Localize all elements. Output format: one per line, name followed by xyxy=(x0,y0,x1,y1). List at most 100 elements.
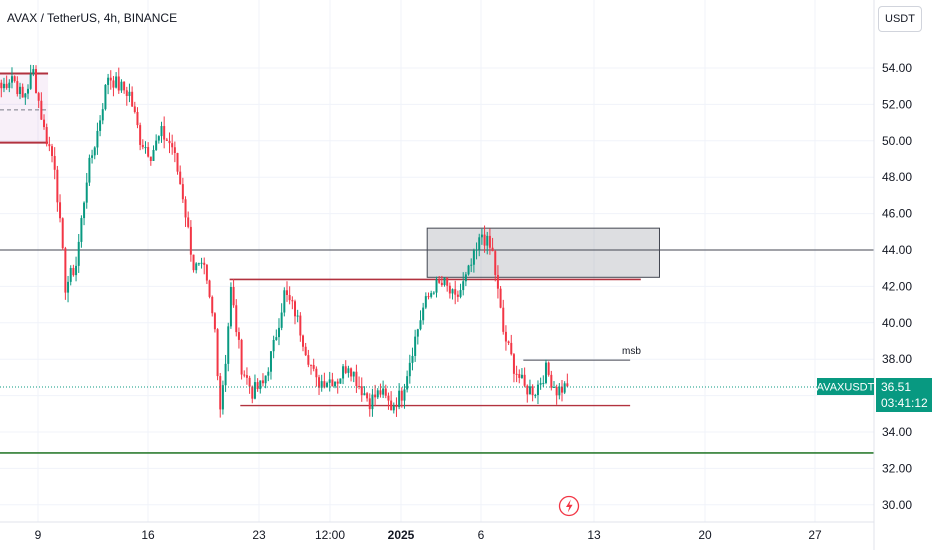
candle-body xyxy=(438,279,441,283)
candle-body xyxy=(285,290,288,295)
candle xyxy=(168,132,171,154)
candle xyxy=(352,371,355,383)
candle-body xyxy=(566,383,569,387)
candle xyxy=(35,65,38,94)
candle-body xyxy=(101,109,104,121)
candle-body xyxy=(0,82,3,89)
candle-body xyxy=(157,136,160,141)
candle-body xyxy=(237,332,240,340)
candle-body xyxy=(384,388,387,396)
candle xyxy=(323,372,326,389)
candle-body xyxy=(21,86,24,98)
candle-body xyxy=(93,147,96,156)
last-price-value: 36.51 xyxy=(881,380,911,394)
candle-body xyxy=(53,156,56,170)
candle-body xyxy=(163,126,166,140)
candle xyxy=(446,276,449,292)
candle xyxy=(419,310,422,331)
candle xyxy=(483,225,486,253)
candle xyxy=(566,373,569,388)
candle-body xyxy=(29,73,32,89)
candle xyxy=(120,79,123,93)
candle xyxy=(27,84,29,100)
candle-body xyxy=(387,395,390,401)
candle xyxy=(285,281,288,302)
candle xyxy=(408,354,411,384)
candle-body xyxy=(454,289,457,295)
candle xyxy=(539,377,542,390)
candle xyxy=(243,370,246,378)
candle-body xyxy=(408,362,411,377)
candle-body xyxy=(75,265,78,276)
candle-body xyxy=(360,386,363,396)
candle-body xyxy=(253,382,256,399)
candle-body xyxy=(18,86,21,95)
candle xyxy=(251,385,254,404)
lightning-bolt-icon[interactable] xyxy=(558,495,580,517)
candle xyxy=(99,115,102,137)
candle xyxy=(280,303,283,331)
candle xyxy=(176,152,179,175)
x-tick-label: 9 xyxy=(35,528,42,542)
candle xyxy=(384,384,387,399)
candle xyxy=(472,248,475,273)
candle xyxy=(75,256,78,282)
candle-body xyxy=(510,342,513,355)
candle xyxy=(200,257,203,269)
candle xyxy=(80,215,83,248)
candle xyxy=(272,335,275,359)
candle-body xyxy=(109,77,112,81)
candle-body xyxy=(179,171,182,185)
candle-body xyxy=(416,329,419,337)
candle-body xyxy=(443,277,446,286)
candle-body xyxy=(294,301,296,317)
candle xyxy=(83,201,86,226)
candle-body xyxy=(173,147,176,154)
candle-body xyxy=(374,394,377,398)
candle-body xyxy=(160,126,163,137)
candle xyxy=(544,359,547,385)
candle xyxy=(245,367,248,385)
candle xyxy=(85,172,88,209)
candle xyxy=(550,370,553,391)
candle-body xyxy=(544,362,547,383)
currency-button[interactable]: USDT xyxy=(878,6,922,32)
candle-body xyxy=(8,82,11,88)
candle-body xyxy=(32,69,35,74)
candle-body xyxy=(336,381,339,384)
candle-body xyxy=(224,363,227,386)
candle-body xyxy=(448,285,451,294)
candle xyxy=(216,328,219,381)
candle xyxy=(406,370,409,393)
candle xyxy=(536,380,539,405)
candle xyxy=(208,279,211,299)
candle xyxy=(173,141,176,163)
y-tick-label: 40.00 xyxy=(882,316,912,330)
candle xyxy=(448,282,451,299)
candle-body xyxy=(133,106,136,112)
candle-body xyxy=(552,386,555,388)
candle-body xyxy=(107,77,110,85)
candle xyxy=(379,383,382,398)
candle-body xyxy=(512,354,515,374)
time-axis[interactable]: 9 16 23 12:00 2025 6 13 20 27 xyxy=(35,528,822,542)
candle-body xyxy=(291,300,294,302)
candle xyxy=(37,91,40,109)
candle xyxy=(155,134,158,151)
candle xyxy=(261,373,264,387)
candle xyxy=(374,384,377,407)
candle-body xyxy=(27,88,29,94)
candle-body xyxy=(187,217,190,227)
candle xyxy=(518,369,521,384)
candle xyxy=(101,103,104,125)
y-tick-label: 50.00 xyxy=(882,134,912,148)
candle xyxy=(376,388,379,400)
candle xyxy=(515,365,518,383)
candle xyxy=(171,134,174,155)
candle xyxy=(43,114,46,130)
candle xyxy=(195,262,198,274)
candle-body xyxy=(555,386,558,396)
x-tick-label: 2025 xyxy=(388,528,415,542)
